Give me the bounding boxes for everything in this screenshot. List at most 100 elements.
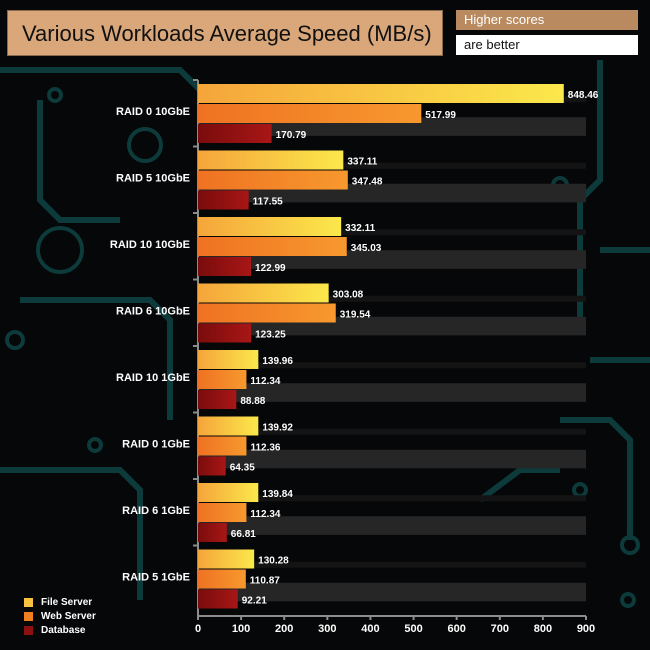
bar-file-server-raid-0-10gbe xyxy=(198,84,564,103)
x-tick-label-400: 400 xyxy=(361,623,379,635)
category-band-stripe xyxy=(198,295,586,302)
bar-web-server-raid-5-10gbe xyxy=(198,170,348,190)
bar-database-raid-0-10gbe xyxy=(198,124,272,143)
bar-web-server-raid-10-10gbe xyxy=(198,237,347,256)
category-band-stripe xyxy=(198,162,586,169)
bar-file-server-raid-10-1gbe xyxy=(198,350,259,369)
x-tick-label-700: 700 xyxy=(491,623,509,635)
circuit-trace xyxy=(20,297,173,420)
higher-scores-note: Higher scores xyxy=(456,10,638,30)
data-label-web-server-raid-0-1gbe: 112.36 xyxy=(250,443,280,454)
data-label-file-server-raid-10-1gbe: 139.96 xyxy=(262,356,293,367)
circuit-trace xyxy=(478,467,560,503)
data-label-file-server-raid-10-10gbe: 332.11 xyxy=(345,223,375,234)
bar-database-raid-0-1gbe xyxy=(198,456,226,476)
data-label-database-raid-0-1gbe: 64.35 xyxy=(230,463,255,474)
legend-label-web-server: Web Server xyxy=(41,611,96,622)
legend-swatch-web-server xyxy=(24,612,33,621)
bar-file-server-raid-10-10gbe xyxy=(198,217,342,236)
data-label-file-server-raid-6-1gbe: 139.84 xyxy=(262,489,293,500)
bars xyxy=(198,84,564,609)
data-label-database-raid-10-10gbe: 122.99 xyxy=(255,263,286,274)
bar-database-raid-10-10gbe xyxy=(198,257,252,276)
legend-item-web-server: Web Server xyxy=(24,610,96,623)
data-label-database-raid-0-10gbe: 170.79 xyxy=(276,130,307,141)
data-label-file-server-raid-0-1gbe: 139.92 xyxy=(262,423,293,434)
legend-item-database: Database xyxy=(24,624,96,637)
bar-database-raid-10-1gbe xyxy=(198,390,237,409)
chart-title: Various Workloads Average Speed (MB/s) xyxy=(7,10,443,56)
bar-database-raid-5-10gbe xyxy=(198,190,249,210)
circuit-node xyxy=(127,127,163,163)
category-label-raid-10-1gbe: RAID 10 1GbE xyxy=(116,372,190,384)
x-tick-label-0: 0 xyxy=(195,623,201,635)
bar-database-raid-6-10gbe xyxy=(198,323,252,343)
data-label-database-raid-6-1gbe: 66.81 xyxy=(231,529,256,540)
data-label-web-server-raid-6-10gbe: 319.54 xyxy=(340,310,371,321)
category-band-stripe xyxy=(198,495,586,502)
legend-item-file-server: File Server xyxy=(24,596,96,609)
data-label-web-server-raid-5-1gbe: 110.87 xyxy=(250,576,280,587)
x-tick-label-900: 900 xyxy=(577,623,595,635)
x-tick-label-500: 500 xyxy=(404,623,422,635)
x-tick-label-300: 300 xyxy=(318,623,336,635)
category-band-stripe xyxy=(198,362,586,369)
circuit-node xyxy=(620,535,640,555)
bar-web-server-raid-6-10gbe xyxy=(198,303,336,323)
legend-label-database: Database xyxy=(41,625,86,636)
category-label-raid-5-10gbe: RAID 5 10GbE xyxy=(116,173,190,185)
bar-web-server-raid-6-1gbe xyxy=(198,503,247,522)
labels: RAID 0 10GbE 848.46 517.99 170.79 RAID 5 10G… xyxy=(110,90,599,635)
category-band xyxy=(198,383,586,402)
category-label-raid-5-1gbe: RAID 5 1GbE xyxy=(122,572,190,584)
data-label-file-server-raid-0-10gbe: 848.46 xyxy=(568,90,599,101)
category-label-raid-6-10gbe: RAID 6 10GbE xyxy=(116,306,190,318)
circuit-background xyxy=(0,60,650,608)
data-label-web-server-raid-10-1gbe: 112.34 xyxy=(250,376,280,387)
are-better-note: are better xyxy=(456,35,638,55)
bar-web-server-raid-0-10gbe xyxy=(198,104,422,123)
category-band-stripe xyxy=(198,561,586,568)
bar-file-server-raid-5-1gbe xyxy=(198,549,255,569)
category-band xyxy=(198,449,586,469)
category-label-raid-10-10gbe: RAID 10 10GbE xyxy=(110,239,190,251)
legend: File Server Web Server Database xyxy=(24,596,96,638)
data-label-database-raid-5-10gbe: 117.55 xyxy=(253,197,283,208)
circuit-node xyxy=(572,482,588,498)
data-label-file-server-raid-5-10gbe: 337.11 xyxy=(347,157,377,168)
circuit-node xyxy=(36,226,84,274)
x-tick-label-800: 800 xyxy=(534,623,552,635)
data-label-database-raid-6-10gbe: 123.25 xyxy=(255,330,286,341)
bar-file-server-raid-5-10gbe xyxy=(198,150,344,170)
bar-file-server-raid-6-1gbe xyxy=(198,483,259,502)
x-tick-label-200: 200 xyxy=(275,623,293,635)
data-label-web-server-raid-5-10gbe: 347.48 xyxy=(352,177,383,188)
circuit-node xyxy=(5,330,25,350)
data-label-web-server-raid-10-10gbe: 345.03 xyxy=(351,243,382,254)
data-label-database-raid-10-1gbe: 88.88 xyxy=(240,396,265,407)
category-band-stripe xyxy=(198,229,586,236)
bar-web-server-raid-10-1gbe xyxy=(198,370,247,389)
circuit-trace xyxy=(0,67,203,93)
category-band xyxy=(198,516,586,535)
category-band xyxy=(198,582,586,602)
data-label-web-server-raid-6-1gbe: 112.34 xyxy=(250,509,280,520)
category-label-raid-6-1gbe: RAID 6 1GbE xyxy=(122,505,190,517)
circuit-trace xyxy=(37,100,120,223)
circuit-trace xyxy=(560,417,633,540)
circuit-node xyxy=(620,592,636,608)
circuit-trace xyxy=(0,467,143,600)
bar-database-raid-5-1gbe xyxy=(198,589,238,609)
category-label-raid-0-1gbe: RAID 0 1GbE xyxy=(122,439,190,451)
legend-swatch-file-server xyxy=(24,598,33,607)
x-tick-label-100: 100 xyxy=(232,623,250,635)
legend-label-file-server: File Server xyxy=(41,597,93,608)
bar-web-server-raid-5-1gbe xyxy=(198,569,246,589)
circuit-node xyxy=(87,437,103,453)
x-tick-label-600: 600 xyxy=(447,623,465,635)
bar-file-server-raid-6-10gbe xyxy=(198,283,329,303)
data-label-file-server-raid-6-10gbe: 303.08 xyxy=(333,290,364,301)
legend-swatch-database xyxy=(24,626,33,635)
category-label-raid-0-10gbe: RAID 0 10GbE xyxy=(116,106,190,118)
